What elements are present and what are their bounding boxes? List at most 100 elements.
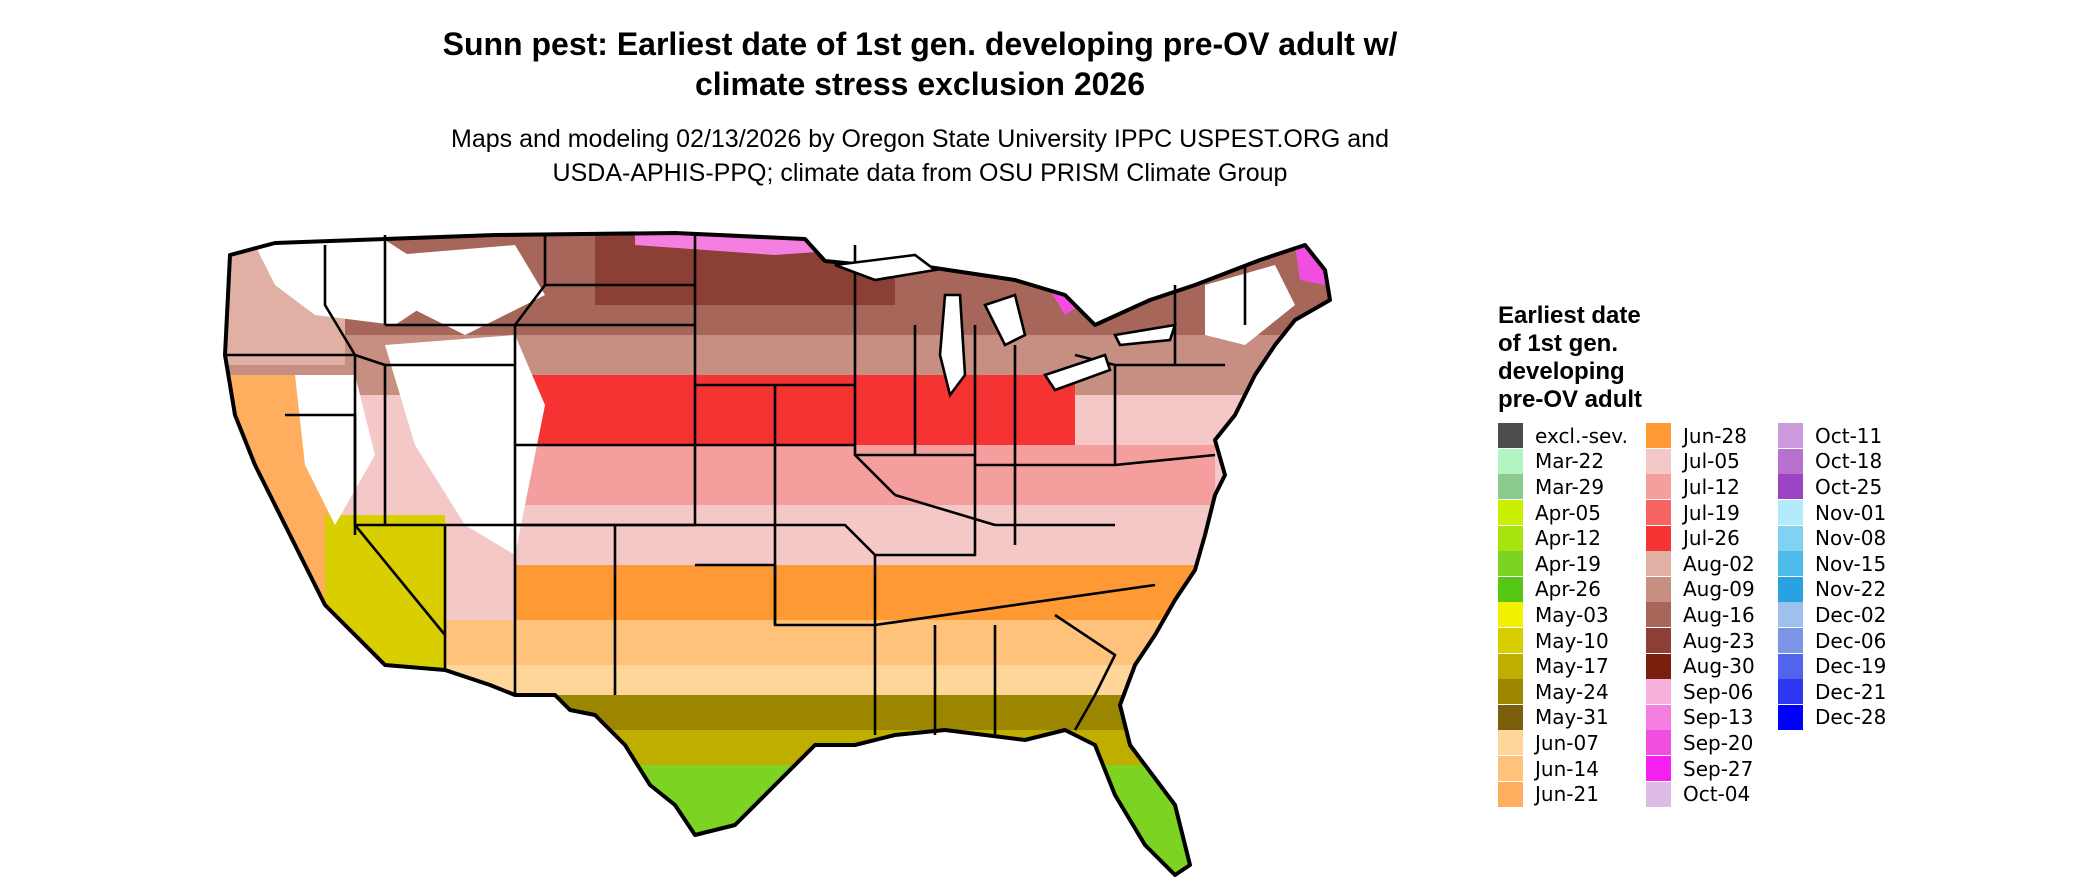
legend-label: Jul-26	[1683, 526, 1740, 551]
legend-label: Jun-28	[1683, 423, 1747, 448]
subtitle-line-2: USDA-APHIS-PPQ; climate data from OSU PR…	[552, 159, 1288, 187]
legend-swatch	[1646, 500, 1671, 526]
legend-label: Aug-02	[1683, 551, 1755, 576]
legend-item: Dec-21	[1778, 679, 1886, 705]
legend-swatch	[1498, 551, 1523, 577]
legend-item: May-24	[1498, 679, 1628, 705]
legend-item: Dec-06	[1778, 628, 1886, 654]
legend-item: Jun-14	[1498, 756, 1628, 782]
legend-swatch	[1778, 602, 1803, 628]
legend-label: May-03	[1535, 602, 1609, 627]
legend-swatch	[1498, 500, 1523, 526]
legend-swatch	[1646, 756, 1671, 782]
legend-swatch	[1498, 679, 1523, 705]
legend-item: Mar-22	[1498, 448, 1628, 475]
legend-label: Dec-06	[1815, 628, 1887, 653]
legend-swatch	[1498, 602, 1523, 628]
legend-swatch	[1498, 576, 1523, 602]
legend-swatch	[1778, 500, 1803, 526]
legend-swatch	[1498, 756, 1523, 782]
legend-swatch	[1778, 704, 1803, 730]
legend-label: Mar-29	[1535, 474, 1605, 499]
map-subtitle: Maps and modeling 02/13/2026 by Oregon S…	[300, 122, 1540, 190]
legend-label: Sep-06	[1683, 679, 1754, 704]
legend-swatch	[1646, 781, 1671, 807]
legend-label: Aug-16	[1683, 602, 1755, 627]
legend-title-line-2: of 1st gen.	[1498, 330, 1619, 357]
legend-label: Nov-22	[1815, 577, 1887, 602]
legend-label: Jul-19	[1683, 500, 1740, 525]
legend-item: Sep-06	[1646, 679, 1755, 705]
legend-item: Aug-02	[1646, 551, 1755, 577]
legend-label: Oct-04	[1683, 782, 1751, 807]
title-line-1: Sunn pest: Earliest date of 1st gen. dev…	[442, 26, 1398, 62]
legend-item: Apr-26	[1498, 576, 1628, 603]
legend-item: Aug-23	[1646, 628, 1755, 654]
legend-label: May-31	[1535, 705, 1609, 730]
legend-swatch	[1778, 628, 1803, 654]
legend-label: Apr-12	[1535, 526, 1601, 551]
legend-title-line-4: pre-OV adult	[1498, 386, 1643, 413]
legend-item: Sep-27	[1646, 756, 1755, 782]
legend-label: Apr-05	[1535, 500, 1601, 525]
legend-label: Nov-08	[1815, 526, 1887, 551]
legend-item: Nov-22	[1778, 576, 1887, 603]
legend-label: Jul-12	[1683, 474, 1740, 499]
legend-title-line-1: Earliest date	[1498, 302, 1641, 329]
legend-swatch	[1646, 679, 1671, 705]
legend-item: Aug-16	[1646, 602, 1755, 628]
legend-item: Jul-19	[1646, 500, 1755, 526]
legend-swatch	[1778, 525, 1803, 551]
legend-item: Apr-05	[1498, 500, 1628, 526]
legend-item: Jul-12	[1646, 474, 1755, 500]
legend-label: Dec-28	[1815, 705, 1887, 730]
legend-item: Oct-18	[1778, 448, 1886, 475]
legend-label: May-17	[1535, 654, 1609, 679]
legend-item: Sep-13	[1646, 704, 1755, 731]
legend-item: May-31	[1498, 704, 1628, 731]
legend-column: Oct-11 Oct-18 Oct-25 Nov-01 Nov-08 Nov-15 Nov-…	[1778, 423, 1886, 730]
legend-swatch	[1646, 576, 1671, 602]
legend-item: Sep-20	[1646, 730, 1755, 756]
legend-item: Nov-15	[1778, 551, 1886, 577]
legend-swatch	[1778, 423, 1803, 449]
legend-label: Sep-27	[1683, 756, 1754, 781]
legend-label: Sep-13	[1683, 705, 1754, 730]
legend-swatch	[1646, 474, 1671, 500]
legend-swatch	[1498, 474, 1523, 500]
legend-label: Jun-07	[1535, 730, 1599, 755]
legend-label: Oct-11	[1815, 423, 1883, 448]
legend-label: Aug-09	[1683, 577, 1755, 602]
legend-item: May-03	[1498, 602, 1628, 628]
legend-swatch	[1498, 730, 1523, 756]
legend-column: Jun-28 Jul-05 Jul-12 Jul-19 Jul-26 Aug-02 Aug-…	[1646, 423, 1755, 807]
legend-item: Nov-01	[1778, 500, 1886, 526]
legend-label: Oct-25	[1815, 474, 1883, 499]
legend-item: May-17	[1498, 653, 1628, 679]
legend-swatch	[1778, 551, 1803, 577]
legend-item: Oct-11	[1778, 423, 1886, 449]
legend-title-line-3: developing	[1498, 358, 1625, 385]
legend-swatch	[1646, 423, 1671, 449]
legend-swatch	[1646, 653, 1671, 679]
legend-swatch	[1646, 704, 1671, 730]
legend-label: Aug-23	[1683, 628, 1755, 653]
legend-swatch	[1646, 602, 1671, 628]
legend-item: Apr-12	[1498, 525, 1628, 551]
legend-swatch	[1498, 423, 1523, 449]
legend-item: Nov-08	[1778, 525, 1886, 551]
legend-item: Jul-26	[1646, 525, 1755, 551]
legend-item: Dec-02	[1778, 602, 1886, 628]
legend-label: Jul-05	[1683, 449, 1740, 474]
legend-label: Jun-14	[1535, 756, 1599, 781]
legend-item: Aug-09	[1646, 576, 1755, 603]
legend-label: Dec-02	[1815, 602, 1887, 627]
legend-label: Aug-30	[1683, 654, 1755, 679]
legend-item: Dec-28	[1778, 704, 1887, 731]
legend-swatch	[1646, 730, 1671, 756]
legend-label: Dec-21	[1815, 679, 1887, 704]
legend-label: May-10	[1535, 628, 1609, 653]
legend-label: Nov-01	[1815, 500, 1887, 525]
legend-swatch	[1498, 704, 1523, 730]
legend-item: Aug-30	[1646, 653, 1755, 679]
